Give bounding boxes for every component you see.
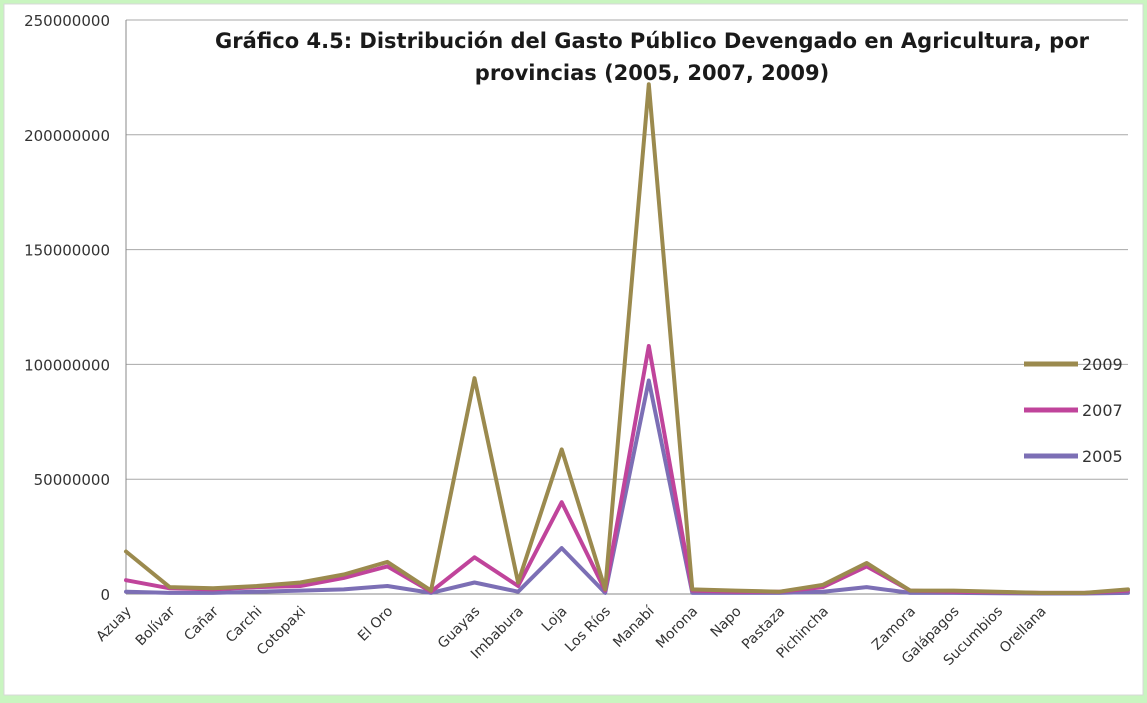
legend-label-2005: 2005 <box>1082 447 1123 466</box>
legend: 2009 2007 2005 <box>1024 355 1123 466</box>
plot-panel <box>3 3 1144 696</box>
series-lines <box>124 82 1130 596</box>
chart-title-line2: provincias (2005, 2007, 2009) <box>475 61 829 85</box>
y-tick-label: 250000000 <box>24 12 110 30</box>
y-tick-label: 0 <box>100 586 110 604</box>
legend-label-2007: 2007 <box>1082 401 1123 420</box>
y-axis-ticks: 0 50000000 100000000 150000000 200000000 2500… <box>24 12 110 604</box>
gridlines <box>125 19 1128 595</box>
y-tick-label: 200000000 <box>24 127 110 145</box>
y-tick-label: 100000000 <box>24 356 110 374</box>
y-tick-label: 150000000 <box>24 242 110 260</box>
chart-title-line1: Gráfico 4.5: Distribución del Gasto Públ… <box>215 29 1090 53</box>
series-line-2009 <box>124 82 1130 595</box>
legend-label-2009: 2009 <box>1082 355 1123 374</box>
y-tick-label: 50000000 <box>34 471 110 489</box>
